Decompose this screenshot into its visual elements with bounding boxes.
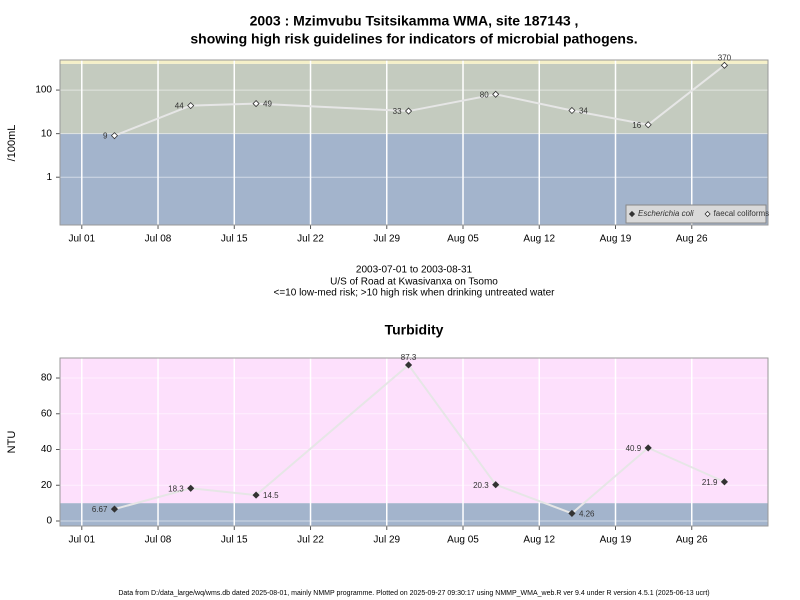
legend-label: faecal coliforms	[714, 209, 770, 218]
data-label: 21.9	[702, 478, 718, 487]
chart-title: showing high risk guidelines for indicat…	[190, 31, 637, 47]
y-tick-label: 1	[46, 172, 52, 183]
data-point	[492, 90, 500, 98]
x-tick-label: Jul 08	[145, 234, 172, 245]
y-axis-label: NTU	[6, 431, 18, 454]
subtitle: U/S of Road at Kwasivanxa on Tsomo	[330, 277, 498, 288]
risk-band	[60, 60, 768, 64]
data-point	[568, 509, 576, 517]
subtitle: 2003-07-01 to 2003-08-31	[356, 265, 473, 276]
data-label: 370	[718, 53, 732, 62]
data-point	[568, 106, 576, 115]
data-point	[720, 478, 728, 486]
x-tick-label: Jul 22	[297, 234, 324, 245]
data-label: 49	[263, 100, 272, 109]
data-point	[187, 484, 195, 492]
legend-label: Escherichia coli	[638, 209, 694, 218]
x-tick-label: Jul 15	[221, 535, 248, 546]
subtitle: <=10 low-med risk; >10 high risk when dr…	[274, 288, 556, 299]
data-point	[404, 361, 413, 369]
y-tick-label: 20	[41, 480, 53, 491]
plot-frame	[59, 357, 769, 527]
x-tick-label: Jul 22	[297, 535, 324, 546]
legend-box	[625, 204, 767, 224]
data-point	[110, 505, 119, 513]
risk-band	[60, 358, 768, 504]
x-tick-label: Aug 05	[447, 234, 479, 245]
chart-title: Turbidity	[385, 322, 444, 338]
plot-frame	[59, 59, 769, 226]
data-point	[252, 100, 260, 108]
data-label: 40.9	[626, 444, 642, 453]
series-line	[114, 363, 725, 515]
data-point	[720, 61, 728, 69]
x-tick-label: Aug 12	[523, 234, 555, 245]
data-label: 20.3	[473, 481, 489, 490]
x-tick-label: Aug 19	[600, 535, 632, 546]
data-label: 6.67	[92, 505, 108, 514]
data-label: 9	[103, 132, 108, 141]
series-line	[114, 64, 726, 137]
x-tick-label: Aug 12	[523, 535, 555, 546]
data-label: 14.5	[263, 491, 279, 500]
x-tick-label: Jul 29	[373, 234, 400, 245]
y-tick-label: 40	[41, 444, 53, 455]
y-tick-label: 10	[41, 128, 53, 139]
data-label: 4.26	[579, 509, 595, 518]
data-point	[644, 121, 652, 129]
x-tick-label: Jul 08	[145, 535, 172, 546]
data-label: 33	[393, 107, 402, 116]
y-tick-label: 100	[35, 85, 52, 96]
x-tick-label: Jul 01	[68, 535, 95, 546]
data-label: 16	[632, 121, 641, 130]
x-tick-label: Aug 26	[676, 234, 708, 245]
y-tick-label: 0	[46, 516, 52, 527]
data-label: 87.3	[401, 353, 417, 362]
risk-band	[60, 503, 768, 526]
footnote: Data from D:/data_large/wq/wms.db dated …	[118, 590, 709, 597]
x-tick-label: Aug 05	[447, 535, 479, 546]
data-point	[187, 102, 195, 110]
data-label: 34	[579, 107, 588, 116]
data-point	[492, 481, 500, 489]
x-tick-label: Jul 01	[68, 234, 95, 245]
data-label: 44	[175, 102, 184, 111]
y-tick-label: 80	[41, 373, 53, 384]
chart-title: 2003 : Mzimvubu Tsitsikamma WMA, site 18…	[250, 13, 579, 29]
data-point	[110, 132, 119, 140]
x-tick-label: Aug 19	[600, 234, 632, 245]
risk-band	[60, 63, 768, 134]
data-label: 18.3	[168, 484, 184, 493]
data-point	[252, 491, 260, 499]
y-tick-label: 60	[41, 408, 53, 419]
legend-marker	[704, 210, 711, 218]
data-point	[644, 444, 652, 452]
data-label: 80	[480, 90, 489, 99]
x-tick-label: Jul 15	[221, 234, 248, 245]
legend-marker	[628, 210, 636, 218]
data-point	[404, 107, 413, 115]
x-tick-label: Aug 26	[676, 535, 708, 546]
x-tick-label: Jul 29	[373, 535, 400, 546]
y-axis-label: /100mL	[6, 125, 18, 162]
